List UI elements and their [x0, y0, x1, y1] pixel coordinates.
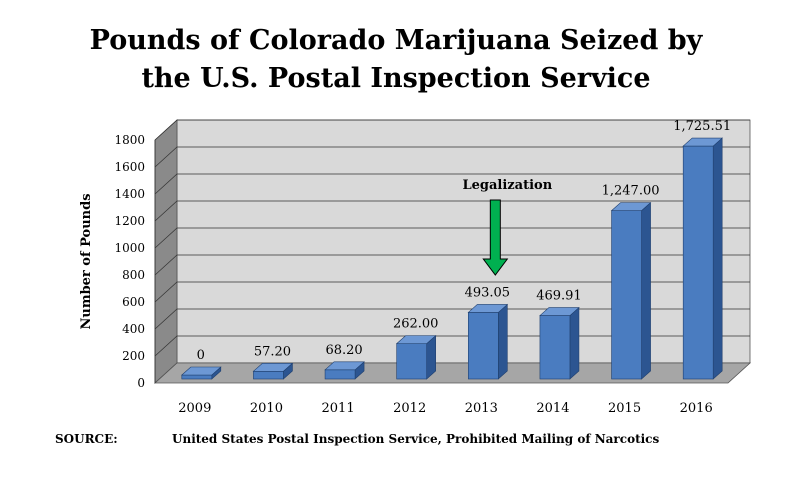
source-label: SOURCE: [55, 432, 118, 446]
source-text: United States Postal Inspection Service,… [172, 432, 660, 446]
data-label: 469.91 [536, 289, 582, 304]
bar-front [324, 369, 356, 380]
y-tick-label: 600 [122, 295, 145, 309]
bar-front [611, 210, 642, 380]
bar-top [395, 335, 437, 344]
bar-side [712, 137, 723, 380]
y-tick-label: 400 [122, 322, 145, 336]
x-tick-label: 2015 [608, 401, 641, 416]
y-tick-label: 800 [122, 268, 145, 282]
bar-side [569, 306, 580, 380]
bar [181, 366, 222, 380]
data-label: 493.05 [465, 285, 511, 300]
chart-title-line-2: the U.S. Postal Inspection Service [141, 63, 651, 94]
bar-side [498, 303, 508, 380]
data-label: 57.20 [254, 344, 291, 359]
gridline [154, 119, 750, 141]
y-tick-label: 1600 [114, 160, 145, 174]
x-tick-label: 2011 [322, 401, 355, 416]
bar-top [252, 362, 294, 372]
x-tick-label: 2014 [536, 401, 569, 416]
x-tick-label: 2013 [465, 401, 498, 416]
y-tick-label: 1400 [114, 187, 145, 201]
gridline [154, 281, 750, 303]
y-tick-label: 1800 [114, 133, 145, 147]
bar-front [468, 312, 499, 380]
x-tick-label: 2012 [393, 401, 426, 416]
y-axis-label: Number of Pounds [79, 193, 94, 329]
bar [682, 137, 723, 380]
bar [252, 362, 294, 380]
annotation-arrow [482, 199, 509, 276]
data-label: 68.20 [325, 343, 362, 358]
bar-top [610, 202, 652, 211]
x-tick-label: 2009 [178, 401, 211, 416]
data-label: 262.00 [393, 317, 439, 332]
y-tick-label: 1000 [114, 241, 145, 255]
x-tick-label: 2010 [250, 401, 283, 416]
bar-front [181, 374, 213, 380]
bar-top [181, 366, 222, 376]
y-tick-label: 200 [122, 349, 145, 363]
data-label: 1,247.00 [602, 184, 660, 199]
y-tick-label: 1200 [114, 214, 145, 228]
gridline [154, 200, 750, 222]
bar [539, 306, 580, 380]
bar-top [467, 304, 509, 313]
data-label: 1,725.51 [673, 119, 731, 134]
gridline [154, 227, 750, 249]
bar-front [396, 343, 427, 380]
bar-front [539, 315, 571, 380]
bar-top [682, 137, 723, 147]
bar-front [253, 370, 284, 380]
bar-top [539, 307, 580, 316]
bar [467, 303, 509, 380]
gridline [154, 173, 750, 195]
chart-title-line-1: Pounds of Colorado Marijuana Seized by [89, 25, 703, 56]
bar [610, 201, 652, 380]
side-wall [154, 119, 178, 384]
floor [153, 362, 752, 384]
bar [395, 334, 437, 380]
back-wall [176, 119, 751, 364]
bar-front [682, 145, 714, 380]
x-tick-label: 2016 [680, 401, 713, 416]
gridline [154, 254, 750, 276]
bar [324, 361, 365, 380]
bar-side [641, 201, 651, 380]
bar-top [324, 361, 365, 371]
gridline [154, 146, 750, 168]
data-label: 0 [197, 348, 205, 363]
annotation-label: Legalization [462, 178, 552, 193]
y-tick-label: 0 [137, 376, 145, 390]
